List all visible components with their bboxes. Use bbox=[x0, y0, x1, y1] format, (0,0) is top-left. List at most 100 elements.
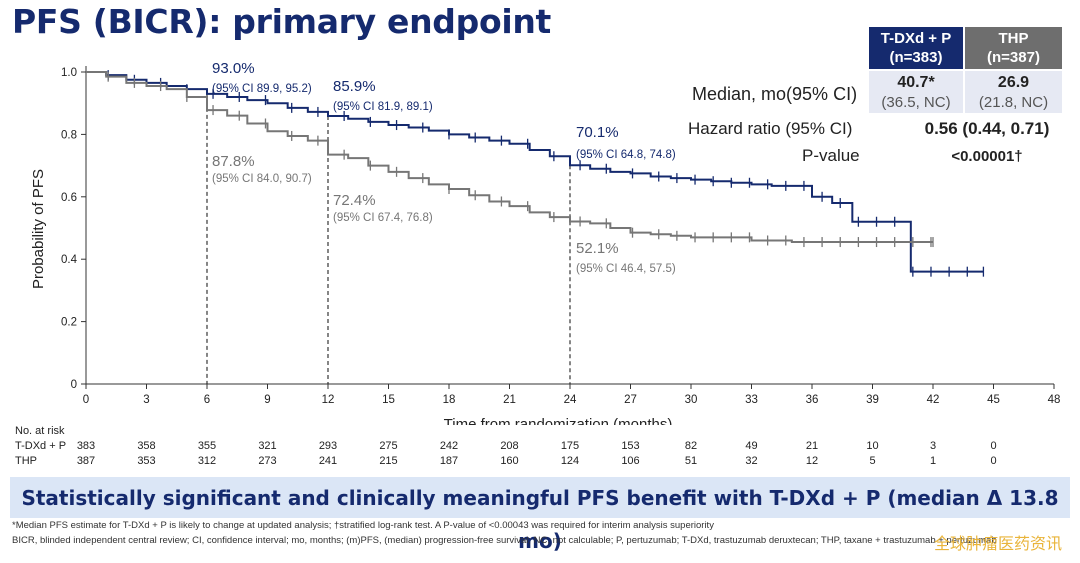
annotation-ci: (95% CI 46.4, 57.5) bbox=[576, 263, 676, 275]
thp-median-cell bbox=[965, 71, 1062, 113]
risk-count: 312 bbox=[197, 455, 217, 467]
page-title: PFS (BICR): primary endpoint bbox=[12, 2, 552, 41]
risk-count: 275 bbox=[379, 440, 398, 452]
annotations: 93.0% (95% CI 89.9, 95.2) 85.9% (95% CI 81.… bbox=[212, 60, 676, 275]
annotation-ci: (95% CI 64.8, 74.8) bbox=[576, 149, 676, 161]
risk-table: No. at risk T-DXd + P 383 358 355 321 293 275 24… bbox=[0, 423, 1080, 473]
watermark: 全球肿瘤医药资讯 bbox=[933, 536, 1062, 553]
risk-count: 383 bbox=[76, 440, 96, 452]
x-tick-label: 21 bbox=[503, 394, 516, 406]
y-axis-label: Probability of PFS bbox=[30, 169, 47, 289]
x-tick-label: 45 bbox=[987, 394, 1000, 406]
footnote-2: BICR, blinded independent central review… bbox=[12, 535, 997, 546]
risk-count: 0 bbox=[990, 455, 997, 467]
risk-count: 215 bbox=[379, 455, 398, 467]
risk-count: 106 bbox=[621, 455, 640, 467]
median-tdxd: 40.7* (36.5, NC) bbox=[869, 73, 963, 113]
x-tick-label: 30 bbox=[685, 394, 698, 406]
thp-curve bbox=[86, 71, 933, 244]
x-tick-label: 3 bbox=[143, 394, 149, 406]
x-tick-label: 0 bbox=[83, 394, 89, 406]
x-tick-label: 27 bbox=[624, 394, 637, 406]
annotation-value: 70.1% bbox=[576, 124, 619, 141]
y-tick-label: 1.0 bbox=[61, 67, 77, 79]
hr-label: Hazard ratio (95% CI) bbox=[688, 119, 853, 138]
median-tdxd-value: 40.7* bbox=[897, 74, 935, 91]
risk-count: 187 bbox=[439, 455, 459, 467]
y-tick-label: 0.2 bbox=[61, 317, 77, 329]
risk-count: 124 bbox=[560, 455, 580, 467]
risk-count: 160 bbox=[500, 455, 519, 467]
annotation-value: 52.1% bbox=[576, 240, 619, 257]
y-tick-label: 0.6 bbox=[61, 192, 77, 204]
annotation-ci: (95% CI 67.4, 76.8) bbox=[333, 212, 433, 224]
risk-count: 241 bbox=[318, 455, 338, 467]
km-chart: Probability of PFS Time from randomizati… bbox=[30, 60, 1060, 425]
x-tick-label: 9 bbox=[264, 394, 270, 406]
risk-count: 10 bbox=[866, 440, 879, 452]
annotation-ci: (95% CI 89.9, 95.2) bbox=[212, 83, 312, 95]
risk-count: 358 bbox=[137, 440, 156, 452]
risk-count: 3 bbox=[929, 440, 937, 452]
y-tick-label: 0.4 bbox=[61, 254, 78, 266]
risk-count: 293 bbox=[318, 440, 338, 452]
thp-header-n: (n=387) bbox=[987, 49, 1040, 66]
thp-header-name: THP bbox=[998, 30, 1029, 47]
risk-count: 242 bbox=[439, 440, 459, 452]
axes: 0 3 6 9 12 15 18 21 24 27 30 33 36 39 42 45 4800.20.40.6… bbox=[61, 66, 1060, 406]
x-tick-label: 12 bbox=[322, 394, 335, 406]
risk-table-header: No. at risk bbox=[15, 425, 65, 437]
x-tick-label: 24 bbox=[564, 394, 577, 406]
y-tick-label: 0.8 bbox=[61, 129, 77, 141]
risk-count: 51 bbox=[684, 455, 698, 467]
annotation-ci: (95% CI 84.0, 90.7) bbox=[212, 173, 312, 185]
median-thp-value: 26.9 bbox=[997, 74, 1030, 91]
tdxd-header: T-DXd + P (n=383) bbox=[869, 27, 963, 69]
annotation-value: 85.9% bbox=[333, 78, 376, 95]
tdxd-curve bbox=[86, 71, 984, 273]
y-tick-label: 0 bbox=[71, 379, 77, 391]
risk-count: 153 bbox=[621, 440, 640, 452]
risk-count: 208 bbox=[500, 440, 519, 452]
tdxd-header-name: T-DXd + P bbox=[880, 30, 952, 47]
median-label: Median, mo(95% CI) bbox=[692, 84, 858, 104]
x-tick-label: 6 bbox=[204, 394, 210, 406]
x-tick-label: 48 bbox=[1048, 394, 1061, 406]
x-tick-label: 36 bbox=[806, 394, 819, 406]
median-tdxd-ci: (36.5, NC) bbox=[881, 94, 951, 111]
risk-count: 355 bbox=[197, 440, 217, 452]
risk-count: 1 bbox=[929, 455, 937, 467]
x-tick-label: 15 bbox=[382, 394, 395, 406]
risk-count: 353 bbox=[137, 455, 156, 467]
reference-lines bbox=[206, 93, 571, 384]
p-label: P-value bbox=[802, 146, 860, 165]
risk-count: 321 bbox=[258, 440, 277, 452]
risk-count: 49 bbox=[745, 440, 758, 452]
risk-count: 175 bbox=[560, 440, 580, 452]
risk-count: 387 bbox=[76, 455, 96, 467]
median-thp-ci: (21.8, NC) bbox=[978, 94, 1049, 111]
annotation-ci: (95% CI 81.9, 89.1) bbox=[333, 101, 433, 113]
annotation-value: 87.8% bbox=[212, 153, 255, 170]
p-value: <0.00001† bbox=[951, 148, 1023, 165]
annotation-value: 72.4% bbox=[333, 192, 376, 209]
x-tick-label: 33 bbox=[745, 394, 758, 406]
footnote-1: *Median PFS estimate for T-DXd + P is li… bbox=[12, 520, 714, 531]
risk-row-label: T-DXd + P bbox=[15, 440, 67, 452]
risk-count: 0 bbox=[990, 440, 997, 452]
risk-row-label: THP bbox=[15, 455, 37, 467]
tdxd-median-cell bbox=[869, 71, 963, 113]
x-tick-label: 39 bbox=[866, 394, 879, 406]
risk-count: 273 bbox=[258, 455, 277, 467]
risk-count: 32 bbox=[745, 455, 758, 467]
conclusion-banner: Statistically significant and clinically… bbox=[10, 477, 1070, 553]
annotation-value: 93.0% bbox=[212, 60, 255, 77]
tdxd-header-n: (n=383) bbox=[889, 49, 943, 66]
thp-header: THP (n=387) bbox=[965, 27, 1062, 69]
risk-count: 82 bbox=[684, 440, 698, 452]
risk-count: 12 bbox=[805, 455, 819, 467]
risk-count: 5 bbox=[869, 455, 876, 467]
stats-table: T-DXd + P (n=383) THP (n=387) Median, mo… bbox=[684, 27, 1072, 173]
risk-count: 21 bbox=[805, 440, 819, 452]
x-tick-label: 18 bbox=[443, 394, 456, 406]
